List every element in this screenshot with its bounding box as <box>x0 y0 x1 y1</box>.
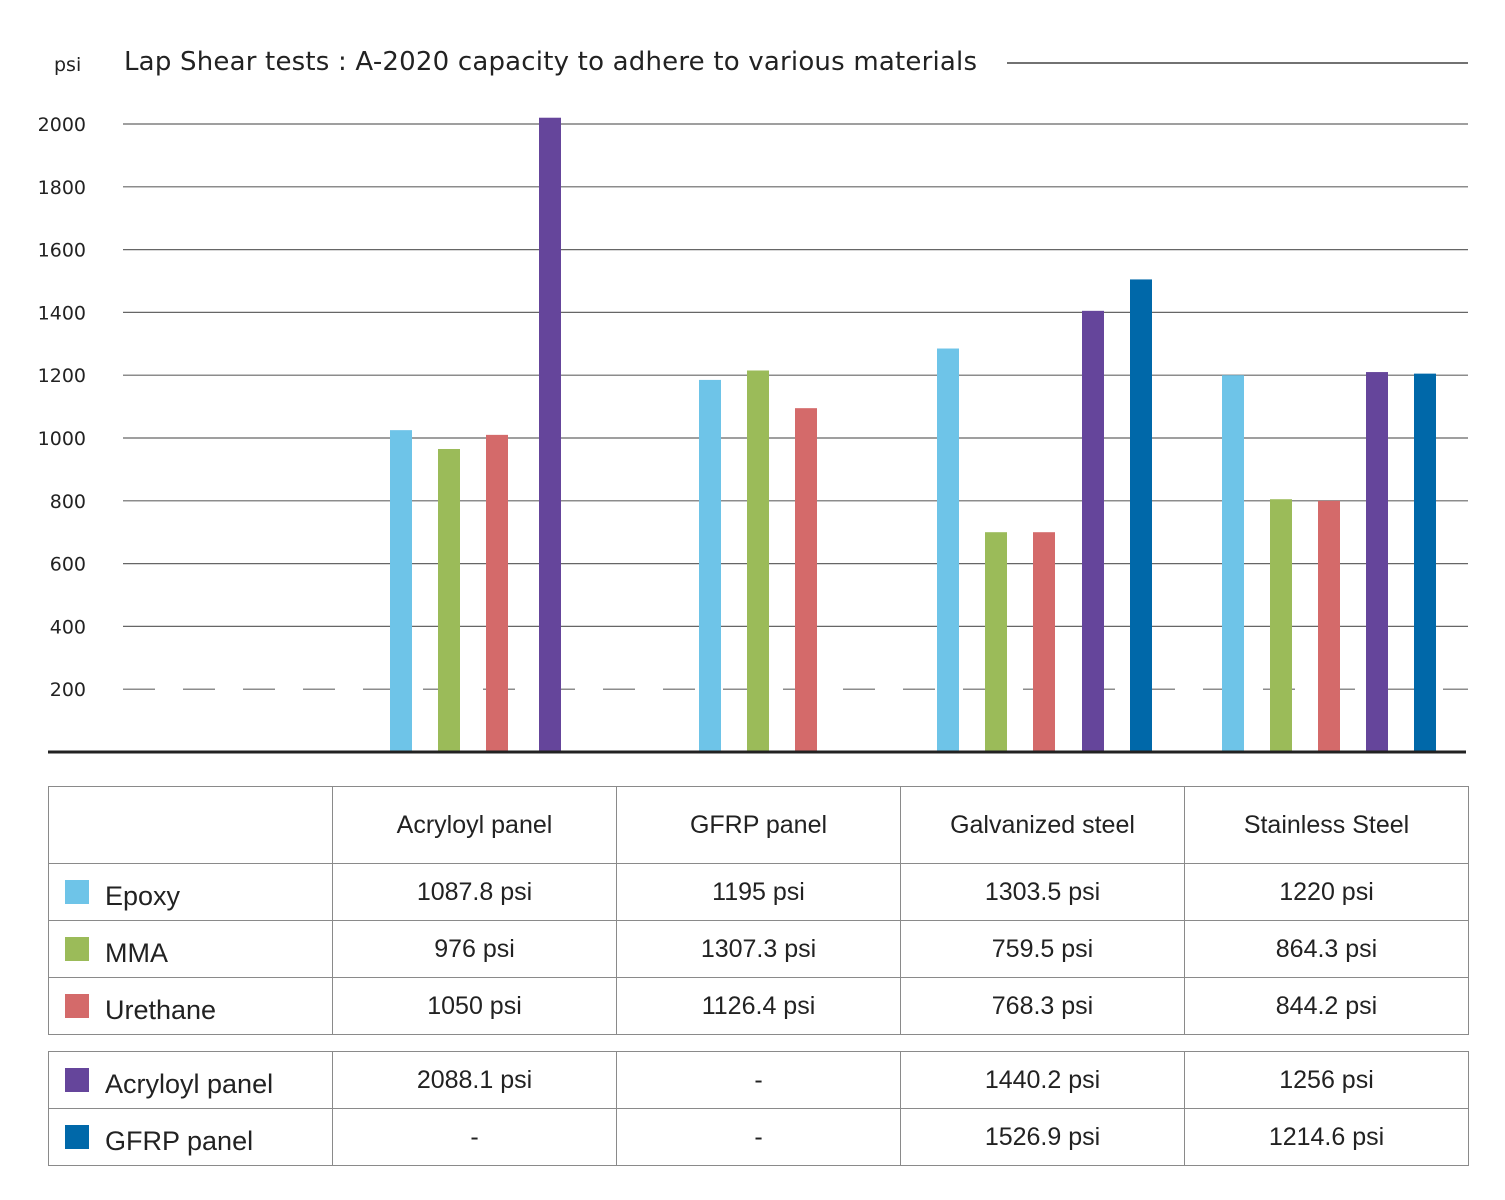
value-cell: - <box>332 1108 617 1166</box>
y-tick-label: 2000 <box>38 114 86 136</box>
legend-swatch <box>65 1124 89 1149</box>
bar <box>937 348 959 752</box>
value-cell: 1440.2 psi <box>900 1051 1185 1109</box>
bar <box>1366 372 1388 752</box>
value-cell: 976 psi <box>332 920 617 978</box>
value-cell: 1126.4 psi <box>616 977 901 1035</box>
series-label-cell: MMA <box>48 920 333 978</box>
bar <box>390 430 412 752</box>
bar <box>486 434 508 752</box>
series-label-cell: GFRP panel <box>48 1108 333 1166</box>
y-tick-label: 1000 <box>38 428 86 450</box>
y-tick-label: 400 <box>50 616 86 638</box>
bar <box>985 532 1007 752</box>
value-cell: 1307.3 psi <box>616 920 901 978</box>
value-cell: 1050 psi <box>332 977 617 1035</box>
table-header-row: Acryloyl panel GFRP panel Galvanized steel… <box>48 786 1469 864</box>
y-tick-label: 1800 <box>38 177 86 199</box>
data-table-main: Acryloyl panel GFRP panel Galvanized steel… <box>48 786 1469 1035</box>
y-tick-label: 800 <box>50 491 86 513</box>
bars <box>390 117 1436 753</box>
bar <box>438 448 460 752</box>
bar <box>1082 310 1104 752</box>
value-cell: 1526.9 psi <box>900 1108 1185 1166</box>
bar <box>1033 532 1055 752</box>
bar <box>747 370 769 752</box>
y-tick-label: 1600 <box>38 240 86 262</box>
column-header: GFRP panel <box>616 786 901 864</box>
value-cell: 1087.8 psi <box>332 863 617 921</box>
series-label-cell: Urethane <box>48 977 333 1035</box>
bar <box>1130 279 1152 752</box>
y-tick-label: 200 <box>50 679 86 701</box>
header-corner-cell <box>48 786 333 864</box>
table-row: GFRP panel - -1526.9 psi 1214.6 psi <box>48 1108 1469 1166</box>
bar <box>1318 500 1340 752</box>
y-axis-unit-label: psi <box>54 54 81 76</box>
bar <box>795 408 817 752</box>
series-name: Acryloyl panel <box>105 1068 274 1099</box>
value-cell: - <box>616 1051 901 1109</box>
table-gap <box>48 1035 1469 1051</box>
series-name: MMA <box>105 937 168 968</box>
legend-swatch <box>65 936 89 961</box>
series-name: GFRP panel <box>105 1125 254 1156</box>
bar <box>699 379 721 752</box>
value-cell: 2088.1 psi <box>332 1051 617 1109</box>
legend-swatch <box>65 879 89 904</box>
table-row: Urethane 1050 psi 1126.4 psi 768.3 psi 844.2… <box>48 977 1469 1035</box>
column-header: Acryloyl panel <box>332 786 617 864</box>
bar <box>1222 375 1244 752</box>
series-name: Epoxy <box>105 880 181 911</box>
data-table-secondary: Acryloyl panel 2088.1 psi -1440.2 psi 1256 … <box>48 1051 1469 1166</box>
value-cell: 844.2 psi <box>1184 977 1469 1035</box>
y-tick-label: 1400 <box>38 302 86 324</box>
value-cell: 1220 psi <box>1184 863 1469 921</box>
legend-swatch <box>65 1067 89 1092</box>
value-cell: 759.5 psi <box>900 920 1185 978</box>
column-header: Stainless Steel <box>1184 786 1469 864</box>
bar <box>1270 499 1292 752</box>
series-label-cell: Epoxy <box>48 863 333 921</box>
table-row: Acryloyl panel 2088.1 psi -1440.2 psi 1256 … <box>48 1051 1469 1109</box>
series-name: Urethane <box>105 994 217 1025</box>
value-cell: 1195 psi <box>616 863 901 921</box>
bar <box>539 117 561 753</box>
data-table: Acryloyl panel GFRP panel Galvanized steel… <box>48 786 1469 1166</box>
value-cell: - <box>616 1108 901 1166</box>
value-cell: 1256 psi <box>1184 1051 1469 1109</box>
table-row: Epoxy 1087.8 psi 1195 psi 1303.5 psi 1220 ps… <box>48 863 1469 921</box>
y-tick-label: 600 <box>50 554 86 576</box>
chart-title: Lap Shear tests : A-2020 capacity to adh… <box>124 47 977 77</box>
y-tick-label: 1200 <box>38 365 86 387</box>
bar <box>1414 373 1436 752</box>
y-tick-labels: 200 400 600 800 1000 1200 1400 1600 1800 2000 <box>38 114 86 701</box>
legend-swatch <box>65 993 89 1018</box>
column-header: Galvanized steel <box>900 786 1185 864</box>
value-cell: 864.3 psi <box>1184 920 1469 978</box>
table-row: MMA 976 psi 1307.3 psi 759.5 psi 864.3 psi <box>48 920 1469 978</box>
value-cell: 1214.6 psi <box>1184 1108 1469 1166</box>
value-cell: 1303.5 psi <box>900 863 1185 921</box>
series-label-cell: Acryloyl panel <box>48 1051 333 1109</box>
bar-chart: psi Lap Shear tests : A-2020 capacity to… <box>38 47 1468 754</box>
value-cell: 768.3 psi <box>900 977 1185 1035</box>
